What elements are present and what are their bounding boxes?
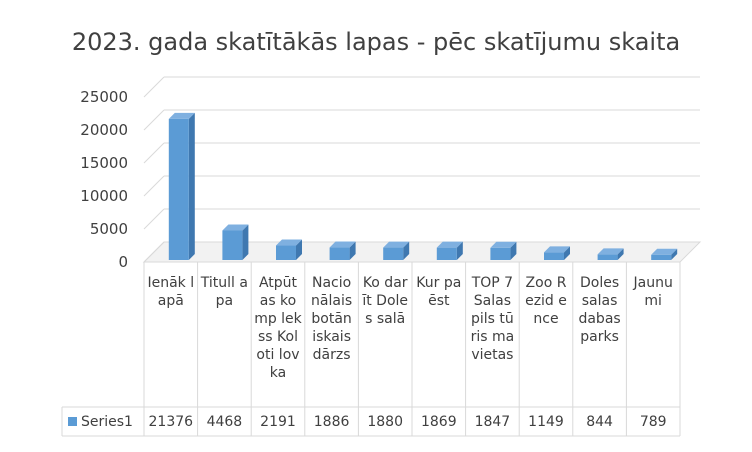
bars xyxy=(168,112,678,261)
bar-top xyxy=(222,224,249,231)
bar-front xyxy=(651,254,672,260)
bar xyxy=(651,248,678,260)
bar xyxy=(276,239,302,260)
y-tick-label: 25000 xyxy=(80,88,128,106)
y-axis-ticks: 0 5000 10000 15000 20000 25000 xyxy=(80,88,128,271)
bar-top xyxy=(651,248,678,255)
gridline-side xyxy=(143,76,165,98)
bar-side xyxy=(188,112,195,261)
bar-side xyxy=(671,248,678,260)
bar xyxy=(222,224,249,260)
bar-top xyxy=(383,241,410,248)
bar-top xyxy=(544,246,570,253)
y-tick-label: 5000 xyxy=(90,220,128,238)
y-tick-label: 15000 xyxy=(80,154,128,172)
y-tick-label: 20000 xyxy=(80,121,128,139)
bar xyxy=(168,112,195,261)
bar-side xyxy=(510,241,517,260)
bar xyxy=(597,248,624,260)
gridline-side xyxy=(143,109,165,131)
bar-side xyxy=(617,248,624,260)
y-tick-label: 10000 xyxy=(80,187,128,205)
gridlines xyxy=(143,76,700,263)
bar-side xyxy=(564,246,570,260)
bar-side xyxy=(349,241,356,260)
bar xyxy=(490,241,517,260)
bar-top xyxy=(490,241,517,248)
bar-front xyxy=(597,254,618,260)
bar xyxy=(383,241,410,260)
bar-top xyxy=(276,239,302,246)
bar-side xyxy=(242,224,249,260)
y-tick-label: 0 xyxy=(118,253,128,271)
bar xyxy=(436,241,463,260)
gridline-side xyxy=(143,142,165,164)
gridline-side xyxy=(143,241,165,263)
bar-top xyxy=(329,241,356,248)
bar-front xyxy=(168,118,189,261)
bar-front xyxy=(436,247,457,260)
gridline-side xyxy=(143,208,165,230)
bar-front xyxy=(276,245,296,260)
bar-top xyxy=(168,112,195,119)
bar-front xyxy=(544,252,564,260)
bar-front xyxy=(490,247,511,260)
chart-title: 2023. gada skatītākās lapas - pēc skatīj… xyxy=(72,28,680,56)
bar-side xyxy=(296,239,302,260)
bar-front xyxy=(383,247,404,260)
bar-front xyxy=(222,230,243,260)
gridline-side xyxy=(143,175,165,197)
bar-top xyxy=(597,248,624,255)
bar-front xyxy=(329,247,350,260)
bar xyxy=(329,241,356,260)
bar-side xyxy=(456,241,463,260)
bar-top xyxy=(436,241,463,248)
data-table-grid xyxy=(61,261,681,437)
bar xyxy=(544,246,570,260)
bar-side xyxy=(403,241,410,260)
